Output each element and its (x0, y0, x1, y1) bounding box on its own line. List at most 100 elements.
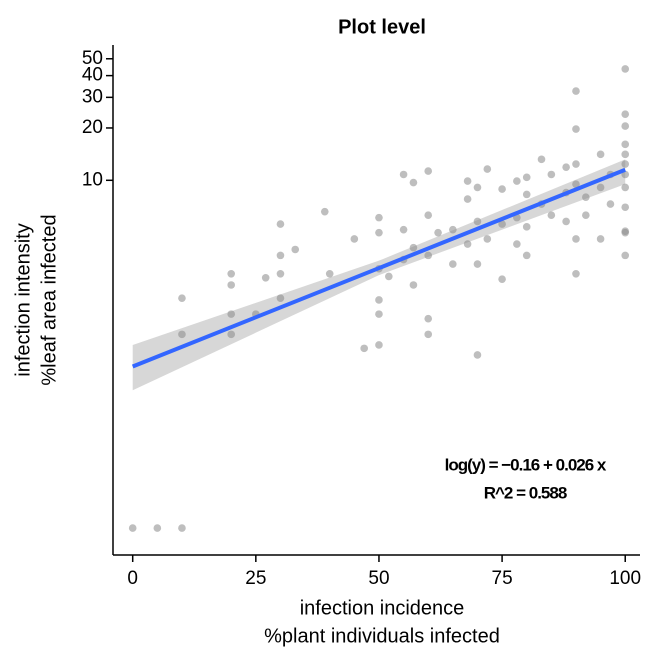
data-point (596, 235, 605, 243)
data-point (178, 524, 186, 532)
x-axis-label: infection incidence (300, 597, 465, 619)
data-point (463, 177, 472, 185)
data-point (409, 281, 418, 289)
data-point (621, 110, 630, 118)
data-point (449, 225, 457, 234)
data-point (621, 228, 630, 237)
data-point (537, 155, 546, 164)
y-tick-label: 20 (82, 117, 103, 138)
data-point (320, 207, 329, 216)
chart-title: Plot level (338, 16, 426, 38)
data-point (572, 235, 580, 243)
data-point (227, 330, 236, 339)
data-point (128, 524, 137, 532)
data-point (385, 272, 393, 281)
data-point (424, 330, 433, 339)
x-tick-label: 75 (492, 568, 513, 589)
data-point (227, 281, 236, 289)
data-point (227, 269, 236, 278)
data-point (375, 228, 383, 237)
data-point (473, 217, 482, 226)
data-point (375, 296, 383, 304)
data-point (606, 200, 615, 208)
data-point (483, 235, 492, 243)
data-point (572, 125, 580, 133)
data-point (547, 170, 556, 179)
data-point (498, 275, 506, 283)
annotation: R^2 = 0.588 (484, 483, 567, 502)
y-tick-label: 30 (82, 86, 103, 107)
data-point (498, 185, 506, 193)
data-point (596, 183, 605, 192)
data-point (473, 260, 482, 268)
data-point (498, 220, 506, 228)
data-point (463, 195, 472, 203)
data-point (582, 193, 590, 201)
data-point (276, 294, 285, 302)
data-point (621, 203, 630, 212)
y-axis-label: infection intensity (12, 223, 34, 376)
data-point (621, 65, 630, 73)
data-point (473, 183, 482, 192)
data-point (522, 190, 531, 199)
data-point (291, 245, 300, 254)
data-point (276, 251, 285, 260)
x-tick-label: 100 (609, 568, 641, 589)
data-point (572, 180, 580, 188)
data-point (513, 177, 521, 185)
data-point (473, 351, 482, 359)
data-point (424, 211, 433, 219)
data-point (621, 183, 630, 192)
data-point (513, 240, 521, 248)
data-point (360, 344, 368, 353)
data-point (227, 310, 236, 318)
data-point (178, 294, 186, 302)
data-point (572, 269, 580, 278)
data-point (547, 211, 556, 219)
y-tick-label: 40 (82, 65, 103, 86)
data-point (434, 228, 442, 237)
data-point (399, 170, 408, 179)
data-point (463, 240, 472, 248)
data-point (621, 122, 630, 130)
data-point (424, 251, 433, 260)
y-tick-label: 10 (82, 169, 103, 190)
data-point (522, 251, 531, 260)
data-point (449, 260, 457, 268)
data-point (582, 211, 590, 219)
x-tick-label: 25 (245, 568, 266, 589)
data-point (621, 160, 630, 168)
data-point (350, 235, 359, 243)
data-point (375, 213, 383, 222)
data-point (409, 243, 418, 252)
data-point (424, 167, 433, 175)
data-point (621, 140, 630, 149)
data-point (621, 150, 630, 159)
data-point (621, 251, 630, 260)
data-point (596, 150, 605, 159)
x-tick-label: 0 (127, 568, 138, 589)
data-point (483, 165, 492, 173)
data-point (424, 314, 433, 323)
data-point (572, 160, 580, 168)
confidence-band (132, 159, 626, 391)
data-point (261, 273, 270, 282)
data-point (325, 269, 334, 278)
y-tick-label: 50 (82, 48, 103, 69)
data-point (153, 524, 162, 532)
fit-line (131, 167, 626, 369)
data-point (276, 269, 285, 278)
data-point (409, 178, 418, 187)
y-axis-label: %leaf area infected (38, 214, 60, 385)
data-point (375, 310, 383, 318)
data-point (522, 173, 531, 182)
data-point (399, 225, 408, 234)
data-point (276, 220, 285, 228)
data-point (562, 163, 570, 171)
x-axis-label: %plant individuals infected (264, 625, 500, 647)
annotation: log(y) = −0.16 + 0.026 x (445, 455, 607, 474)
data-point (375, 341, 383, 349)
data-point (178, 330, 186, 339)
data-point (562, 217, 570, 226)
